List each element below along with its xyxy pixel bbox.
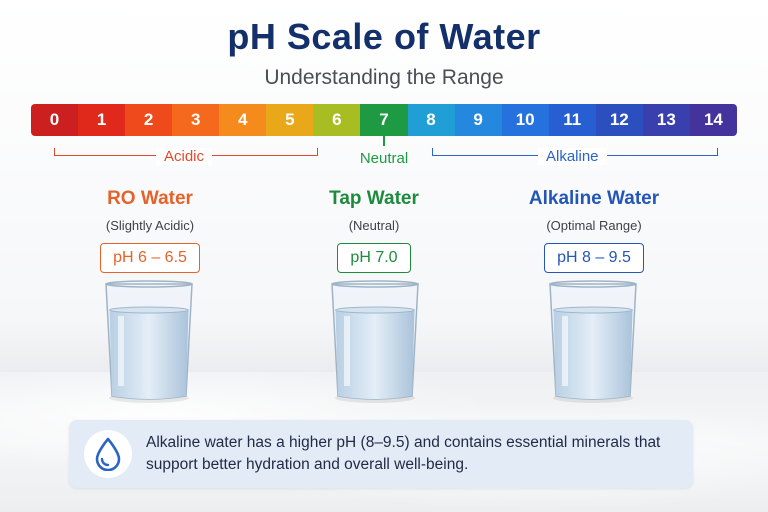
info-text: Alkaline water has a higher pH (8–9.5) a…	[146, 434, 661, 473]
ro-water-ph-badge: pH 6 – 6.5	[100, 243, 200, 273]
alkaline-water-title: Alkaline Water	[528, 188, 660, 209]
acidic-range-label: Acidic	[156, 148, 213, 165]
ph-scale-cell-11: 11	[548, 104, 596, 136]
ph-scale-cell-0: 0	[31, 104, 79, 136]
ph-scale-cell-10: 10	[501, 104, 549, 136]
ph-scale-cell-4: 4	[219, 104, 267, 136]
alkaline-water-card: Alkaline Water (Optimal Range) pH 8 – 9.…	[494, 188, 694, 273]
ph-scale-bar: 0 1 2 3 4 5 6 7 8 9 10 11 12 13 14	[31, 104, 737, 136]
ph-scale-cell-3: 3	[172, 104, 220, 136]
ph-scale-cell-6: 6	[313, 104, 361, 136]
ph-scale-cell-9: 9	[454, 104, 502, 136]
ph-scale-cell-8: 8	[407, 104, 455, 136]
water-drop-icon	[84, 430, 132, 478]
ro-water-title: RO Water	[107, 188, 193, 209]
alkaline-range-label: Alkaline	[538, 148, 607, 165]
ph-scale-cell-7: 7	[360, 104, 408, 136]
neutral-range-label: Neutral	[359, 150, 409, 167]
ro-water-subtitle: (Slightly Acidic)	[105, 218, 195, 233]
tap-water-subtitle: (Neutral)	[348, 218, 400, 233]
alkaline-water-glass-icon	[549, 280, 637, 403]
tap-water-glass-icon	[331, 280, 419, 403]
ro-water-glass-icon	[105, 280, 193, 403]
tap-water-title: Tap Water	[329, 188, 419, 209]
ph-scale-cell-1: 1	[78, 104, 126, 136]
page-title: pH Scale of Water	[227, 16, 541, 57]
ph-scale-cell-5: 5	[266, 104, 314, 136]
info-callout: Alkaline water has a higher pH (8–9.5) a…	[69, 420, 693, 488]
page-subtitle: Understanding the Range	[264, 66, 504, 89]
ph-scale-cell-2: 2	[125, 104, 173, 136]
alkaline-water-ph-badge: pH 8 – 9.5	[544, 243, 644, 273]
ph-scale-cell-12: 12	[595, 104, 643, 136]
tap-water-ph-badge: pH 7.0	[337, 243, 411, 273]
ph-scale-cell-14: 14	[689, 104, 737, 136]
tap-water-card: Tap Water (Neutral) pH 7.0	[274, 188, 474, 273]
alkaline-water-subtitle: (Optimal Range)	[546, 218, 642, 233]
ro-water-card: RO Water (Slightly Acidic) pH 6 – 6.5	[50, 188, 250, 273]
neutral-marker	[383, 136, 385, 146]
ph-scale-cell-13: 13	[642, 104, 690, 136]
